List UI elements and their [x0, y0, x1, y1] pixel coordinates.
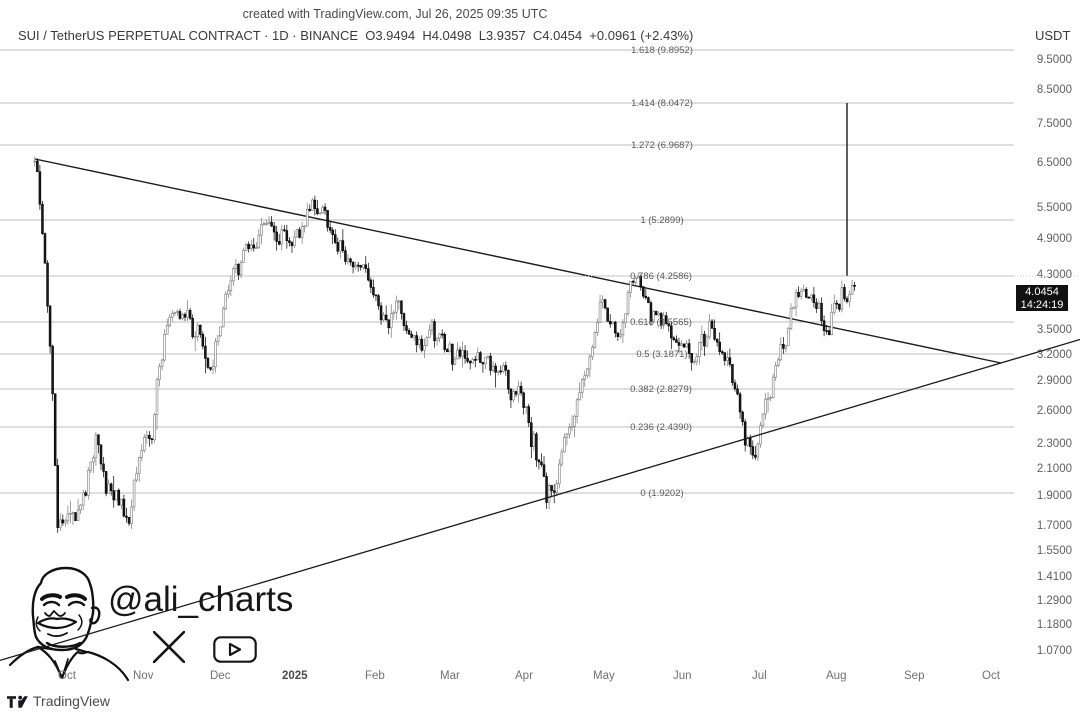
svg-text:1.618 (9.8952): 1.618 (9.8952) [631, 45, 693, 56]
svg-text:0 (1.9202): 0 (1.9202) [640, 488, 683, 499]
svg-text:1 (5.2899): 1 (5.2899) [640, 215, 683, 226]
svg-text:0.5 (3.1871): 0.5 (3.1871) [636, 349, 687, 360]
svg-text:1.414 (8.0472): 1.414 (8.0472) [631, 98, 693, 109]
svg-text:0.236 (2.4390): 0.236 (2.4390) [630, 422, 692, 433]
svg-text:0.382 (2.8279): 0.382 (2.8279) [630, 384, 692, 395]
svg-text:0.618 (3.5565): 0.618 (3.5565) [630, 317, 692, 328]
svg-text:0.786 (4.2586): 0.786 (4.2586) [630, 271, 692, 282]
svg-text:1.272 (6.9687): 1.272 (6.9687) [631, 140, 693, 151]
